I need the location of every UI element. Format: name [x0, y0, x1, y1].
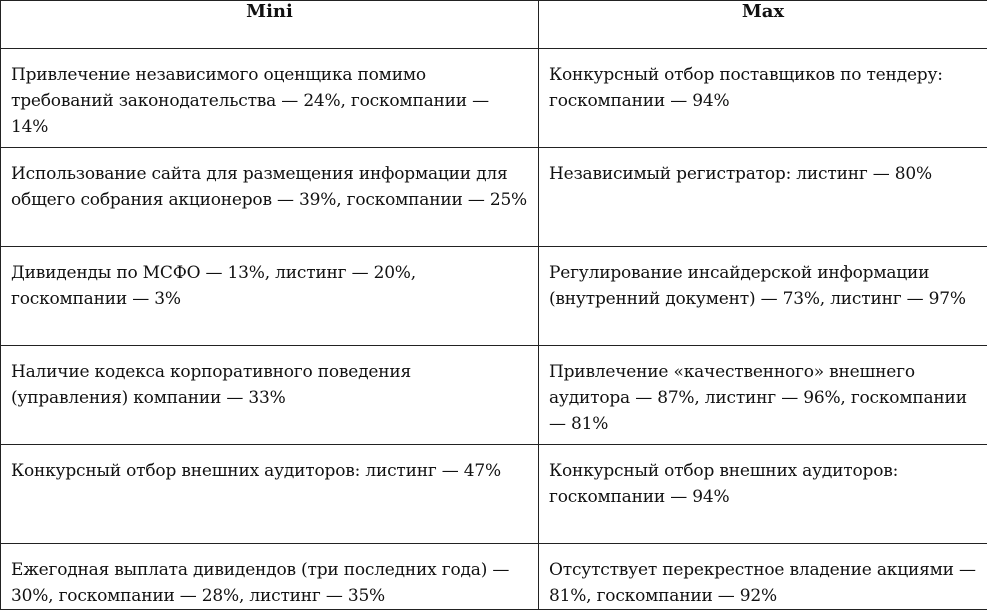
mini-cell: Наличие кодекса корпоративного поведения… — [1, 346, 539, 445]
max-cell: Регулирование инсайдерской информации (в… — [539, 247, 987, 346]
mini-cell: Использование сайта для размещения инфор… — [1, 148, 539, 247]
table-row: Конкурсный отбор внешних аудиторов: лист… — [1, 445, 987, 544]
mini-cell: Дивиденды по МСФО — 13%, листинг — 20%, … — [1, 247, 539, 346]
max-cell: Независимый регистратор: листинг — 80% — [539, 148, 987, 247]
mini-cell-text: Привлечение независимого оценщика помимо… — [1, 49, 538, 140]
max-cell-text: Независимый регистратор: листинг — 80% — [539, 148, 987, 187]
header-row: Mini Max — [1, 1, 987, 49]
max-cell: Конкурсный отбор внешних аудиторов: госк… — [539, 445, 987, 544]
table-row: Наличие кодекса корпоративного поведения… — [1, 346, 987, 445]
max-cell: Привлечение «качественного» внешнего ауд… — [539, 346, 987, 445]
mini-cell-text: Ежегодная выплата дивидендов (три послед… — [1, 544, 538, 609]
table-row: Использование сайта для размещения инфор… — [1, 148, 987, 247]
table-row: Ежегодная выплата дивидендов (три послед… — [1, 544, 987, 610]
table-row: Дивиденды по МСФО — 13%, листинг — 20%, … — [1, 247, 987, 346]
mini-cell: Привлечение независимого оценщика помимо… — [1, 49, 539, 148]
mini-cell: Ежегодная выплата дивидендов (три послед… — [1, 544, 539, 610]
max-cell-text: Привлечение «качественного» внешнего ауд… — [539, 346, 987, 437]
header-max: Max — [539, 1, 987, 49]
mini-cell-text: Дивиденды по МСФО — 13%, листинг — 20%, … — [1, 247, 538, 312]
mini-cell-text: Конкурсный отбор внешних аудиторов: лист… — [1, 445, 538, 484]
header-mini: Mini — [1, 1, 539, 49]
mini-cell-text: Наличие кодекса корпоративного поведения… — [1, 346, 538, 411]
max-cell: Отсутствует перекрестное владение акциям… — [539, 544, 987, 610]
table-row: Привлечение независимого оценщика помимо… — [1, 49, 987, 148]
max-cell: Конкурсный отбор поставщиков по тендеру:… — [539, 49, 987, 148]
max-cell-text: Конкурсный отбор внешних аудиторов: госк… — [539, 445, 987, 510]
max-cell-text: Отсутствует перекрестное владение акциям… — [539, 544, 987, 609]
mini-cell-text: Использование сайта для размещения инфор… — [1, 148, 538, 213]
max-cell-text: Конкурсный отбор поставщиков по тендеру:… — [539, 49, 987, 114]
mini-cell: Конкурсный отбор внешних аудиторов: лист… — [1, 445, 539, 544]
max-cell-text: Регулирование инсайдерской информации (в… — [539, 247, 987, 312]
